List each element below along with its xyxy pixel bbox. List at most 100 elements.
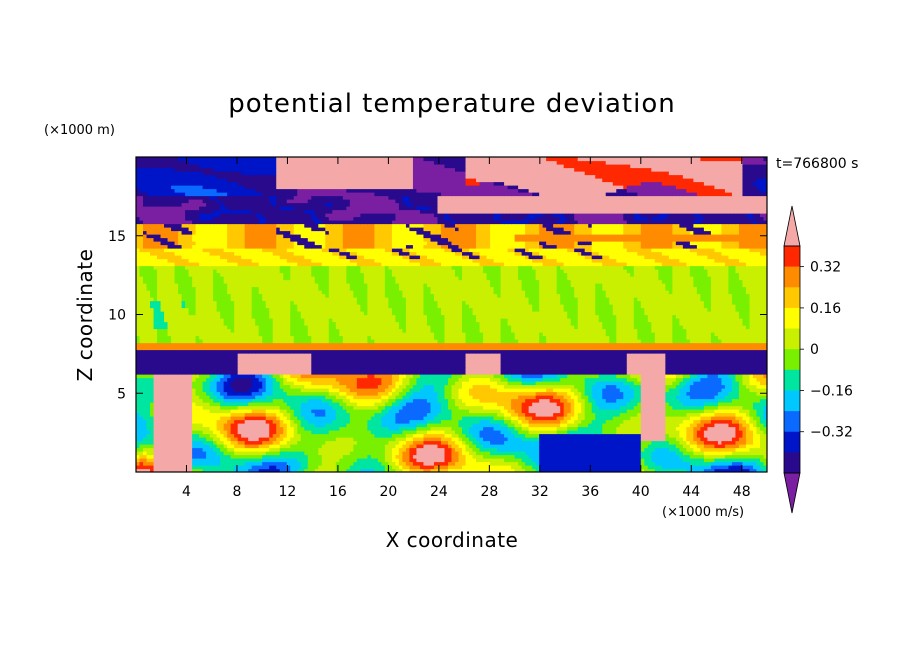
heatmap-cell bbox=[195, 381, 200, 386]
heatmap-cell bbox=[528, 416, 533, 421]
heatmap-cell bbox=[588, 437, 593, 442]
heatmap-cell bbox=[710, 416, 716, 421]
heatmap-cell bbox=[388, 468, 393, 472]
heatmap-cell bbox=[451, 447, 456, 452]
heatmap-cell bbox=[539, 384, 544, 389]
heatmap-cell bbox=[433, 454, 439, 459]
heatmap-cell bbox=[549, 440, 554, 445]
heatmap-cell bbox=[174, 426, 179, 431]
heatmap-cell bbox=[507, 461, 512, 466]
heatmap-cell bbox=[504, 398, 509, 403]
heatmap-cell bbox=[139, 419, 144, 424]
heatmap-cell bbox=[258, 377, 263, 382]
heatmap-cell bbox=[143, 433, 148, 438]
heatmap-cell bbox=[444, 384, 449, 389]
heatmap-cell bbox=[549, 381, 554, 386]
heatmap-cell bbox=[542, 391, 547, 396]
heatmap-cell bbox=[279, 412, 284, 417]
heatmap-cell bbox=[511, 426, 516, 431]
heatmap-cell bbox=[388, 426, 393, 431]
heatmap-cell bbox=[528, 458, 533, 463]
heatmap-cell bbox=[483, 461, 488, 466]
heatmap-cell bbox=[651, 468, 656, 472]
heatmap-cell bbox=[353, 402, 358, 407]
heatmap-cell bbox=[574, 461, 579, 466]
heatmap-cell bbox=[311, 405, 316, 410]
heatmap-cell bbox=[539, 419, 544, 424]
heatmap-cell bbox=[220, 437, 225, 442]
heatmap-cell bbox=[696, 451, 701, 456]
heatmap-cell bbox=[384, 451, 389, 456]
heatmap-cell bbox=[395, 461, 400, 466]
heatmap-cell bbox=[602, 374, 607, 379]
heatmap-cell bbox=[665, 381, 670, 386]
heatmap-cell bbox=[661, 430, 666, 435]
heatmap-cell bbox=[360, 405, 365, 410]
heatmap-cell bbox=[700, 458, 705, 463]
heatmap-cell bbox=[591, 384, 596, 389]
heatmap-cell bbox=[581, 426, 586, 431]
heatmap-cell bbox=[759, 405, 765, 410]
heatmap-cell bbox=[139, 440, 144, 445]
heatmap-cell bbox=[314, 458, 319, 463]
heatmap-cell bbox=[675, 409, 680, 414]
heatmap-cell bbox=[623, 398, 628, 403]
heatmap-cell bbox=[609, 426, 614, 431]
heatmap-cell bbox=[672, 419, 677, 424]
heatmap-cell bbox=[602, 444, 607, 449]
heatmap-cell bbox=[346, 398, 351, 403]
heatmap-cell bbox=[644, 440, 649, 445]
heatmap-cell bbox=[462, 444, 467, 449]
heatmap-cell bbox=[756, 419, 761, 424]
heatmap-cell bbox=[647, 409, 652, 414]
heatmap-cell bbox=[451, 412, 456, 417]
heatmap-cell bbox=[682, 447, 687, 452]
heatmap-cell bbox=[623, 465, 628, 470]
heatmap-cell bbox=[370, 430, 375, 435]
heatmap-cell bbox=[714, 430, 719, 435]
heatmap-cell bbox=[532, 426, 537, 431]
heatmap-cell bbox=[311, 374, 316, 379]
heatmap-cell bbox=[300, 437, 305, 442]
heatmap-cell bbox=[227, 398, 232, 403]
heatmap-cell bbox=[139, 377, 144, 382]
heatmap-cell bbox=[756, 444, 761, 449]
heatmap-cell bbox=[637, 416, 642, 421]
heatmap-cell bbox=[283, 409, 288, 414]
heatmap-cell bbox=[714, 381, 719, 386]
heatmap-cell bbox=[199, 437, 204, 442]
heatmap-cell bbox=[476, 398, 481, 403]
heatmap-cell bbox=[511, 419, 516, 424]
heatmap-cell bbox=[500, 454, 505, 459]
heatmap-cell bbox=[220, 458, 225, 463]
heatmap-cell bbox=[398, 409, 404, 414]
heatmap-cell bbox=[290, 374, 295, 379]
heatmap-cell bbox=[591, 405, 596, 410]
heatmap-cell bbox=[714, 458, 719, 463]
heatmap-cell bbox=[626, 461, 631, 466]
heatmap-cell bbox=[612, 388, 617, 393]
heatmap-cell bbox=[563, 416, 568, 421]
heatmap-cell bbox=[469, 374, 474, 379]
heatmap-cell bbox=[377, 433, 382, 438]
heatmap-cell bbox=[360, 458, 365, 463]
heatmap-cell bbox=[244, 437, 249, 442]
heatmap-cell bbox=[223, 454, 228, 459]
heatmap-cell bbox=[619, 440, 624, 445]
heatmap-cell bbox=[402, 444, 407, 449]
heatmap-cell bbox=[486, 419, 491, 424]
heatmap-cell bbox=[591, 454, 596, 459]
heatmap-cell bbox=[577, 454, 582, 459]
heatmap-cell bbox=[500, 430, 505, 435]
heatmap-cell bbox=[738, 437, 744, 442]
heatmap-cell bbox=[255, 395, 260, 400]
heatmap-cell bbox=[300, 402, 305, 407]
heatmap-cell bbox=[220, 426, 225, 431]
heatmap-cell bbox=[384, 461, 389, 466]
heatmap-cell bbox=[752, 451, 758, 456]
heatmap-cell bbox=[391, 377, 397, 382]
heatmap-cell bbox=[318, 454, 323, 459]
heatmap-cell bbox=[696, 402, 701, 407]
heatmap-cell bbox=[230, 419, 235, 424]
